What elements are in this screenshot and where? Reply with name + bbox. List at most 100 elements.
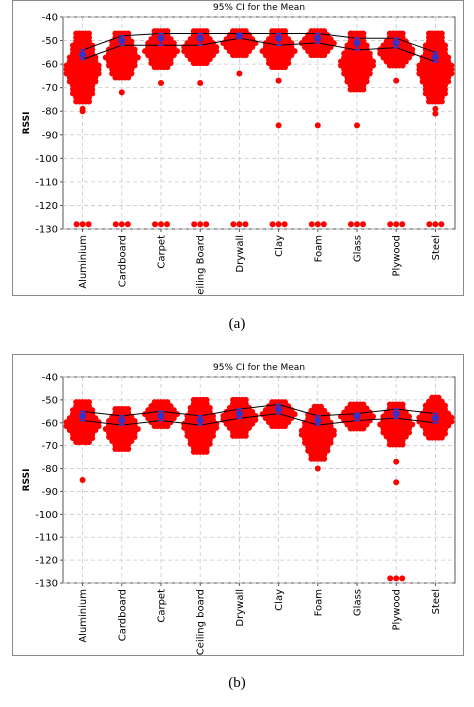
x-tick-label-a: Plywood <box>392 235 403 277</box>
data-point-a <box>242 52 249 59</box>
outlier-point-a <box>308 221 315 228</box>
data-point-a <box>92 78 99 85</box>
mean-marker-b <box>275 405 283 413</box>
data-point-b <box>366 417 373 424</box>
mean-marker-b <box>353 412 361 420</box>
y-tick-label-b: -60 <box>42 418 58 429</box>
outlier-point-a <box>360 221 366 228</box>
outlier-point-a <box>275 122 282 129</box>
mean-marker-b <box>196 416 204 424</box>
data-point-b <box>95 423 102 430</box>
y-tick-label-a: -50 <box>42 36 58 47</box>
mean-marker-a <box>118 37 126 45</box>
data-point-b <box>167 419 174 426</box>
outlier-point-a <box>275 221 282 228</box>
data-point-b <box>285 419 292 426</box>
data-point-a <box>89 90 96 97</box>
data-point-b <box>370 413 376 420</box>
data-point-b <box>282 423 288 430</box>
data-point-a <box>282 64 288 71</box>
data-point-b <box>206 440 213 447</box>
data-point-b <box>125 446 132 453</box>
y-tick-label-a: -110 <box>35 177 58 188</box>
y-tick-label-b: -80 <box>42 464 58 475</box>
outlier-point-a <box>354 122 360 129</box>
outlier-point-a <box>203 221 210 228</box>
y-tick-label-a: -120 <box>35 201 58 212</box>
outlier-point-b <box>387 575 394 582</box>
data-point-a <box>170 52 177 59</box>
mean-marker-a <box>431 53 439 61</box>
y-tick-label-a: -40 <box>42 13 58 24</box>
y-tick-label-b: -110 <box>35 533 58 544</box>
data-point-a <box>167 60 174 67</box>
outlier-point-a <box>281 221 288 228</box>
data-point-b <box>360 425 367 432</box>
data-point-a <box>366 70 373 77</box>
data-point-b <box>448 418 455 425</box>
outlier-point-a <box>314 122 321 129</box>
data-point-b <box>442 430 448 437</box>
data-point-b <box>327 439 334 446</box>
x-tick-label-a: Aluminium <box>78 235 89 289</box>
mean-marker-a <box>275 34 283 42</box>
chart-b-svg: 95% CI for the Mean -40 -50 -60 -70 -80 -90 -10… <box>22 363 456 655</box>
x-tick-label-b: Glass <box>353 589 364 616</box>
mean-marker-b <box>235 410 243 418</box>
data-point-b <box>324 447 331 454</box>
outlier-point-b <box>393 458 400 465</box>
data-point-a <box>360 86 367 93</box>
data-point-a <box>291 48 298 55</box>
data-point-a <box>448 70 455 77</box>
outlier-point-a <box>314 221 321 228</box>
outlier-point-a <box>158 221 164 228</box>
outlier-point-a <box>320 221 327 228</box>
outlier-point-a <box>432 221 439 228</box>
y-tick-label-a: -100 <box>35 154 58 165</box>
outlier-point-a <box>426 221 433 228</box>
data-point-a <box>249 44 256 51</box>
data-point-b <box>330 431 337 438</box>
chart-title-b: 95% CI for the Mean <box>213 363 305 373</box>
x-tick-label-a: Foam <box>313 235 324 262</box>
y-tick-label-b: -120 <box>35 556 58 567</box>
outlier-point-a <box>393 77 400 84</box>
outlier-point-a <box>269 221 276 228</box>
y-tick-label-a: -70 <box>42 83 58 94</box>
mean-marker-b <box>118 416 126 424</box>
y-tick-label-a: -130 <box>35 225 58 236</box>
outlier-point-a <box>230 221 237 228</box>
outlier-point-a <box>354 221 360 228</box>
data-point-a <box>203 60 210 67</box>
y-tick-label-b: -100 <box>35 510 58 521</box>
x-tick-label-a: Cardboard <box>117 235 128 287</box>
outlier-point-a <box>85 221 92 228</box>
outlier-point-a <box>393 221 400 228</box>
outlier-point-a <box>242 221 249 228</box>
data-point-b <box>252 416 259 423</box>
x-tick-label-b: Aluminium <box>78 589 89 643</box>
outlier-point-a <box>73 221 80 228</box>
data-point-b <box>406 429 412 436</box>
mean-marker-b <box>157 412 165 420</box>
outlier-point-a <box>432 105 439 112</box>
data-point-a <box>363 78 370 85</box>
data-point-a <box>246 48 252 55</box>
x-tick-label-b: Ceiling board <box>196 589 207 655</box>
x-tick-label-b: Cardboard <box>117 589 128 641</box>
x-tick-label-a: Steel <box>431 235 442 260</box>
outlier-point-a <box>399 221 406 228</box>
mean-marker-a <box>157 34 165 42</box>
y-tick-label-a: -90 <box>42 130 58 141</box>
x-tick-label-a: Drywall <box>235 235 246 273</box>
data-point-b <box>246 424 252 431</box>
y-tick-label-a: -60 <box>42 60 58 71</box>
outlier-point-a <box>197 221 204 228</box>
data-point-b <box>89 435 96 442</box>
data-point-a <box>330 40 337 47</box>
data-point-b <box>170 415 177 422</box>
data-point-b <box>128 438 135 445</box>
mean-marker-a <box>392 39 400 47</box>
outlier-point-b <box>399 575 406 582</box>
data-point-a <box>402 58 409 65</box>
